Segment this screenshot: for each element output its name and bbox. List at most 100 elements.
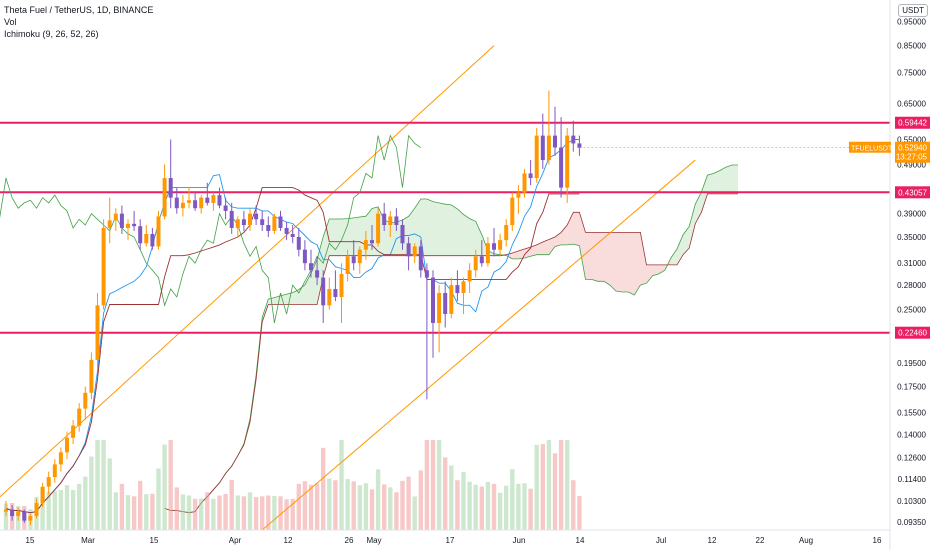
candle-body[interactable] (101, 227, 106, 306)
candle-body[interactable] (485, 243, 490, 264)
candle-body[interactable] (10, 509, 15, 517)
candle-body[interactable] (217, 195, 222, 206)
candle-body[interactable] (156, 216, 161, 247)
candle-body[interactable] (52, 464, 57, 478)
candle-body[interactable] (504, 225, 509, 241)
candle-body[interactable] (498, 240, 503, 250)
candle-body[interactable] (449, 285, 454, 314)
candle-body[interactable] (58, 452, 63, 465)
candle-body[interactable] (376, 213, 381, 244)
candle-body[interactable] (77, 408, 82, 426)
candle-body[interactable] (382, 213, 387, 226)
candle-body[interactable] (16, 511, 21, 517)
candle-body[interactable] (565, 135, 570, 188)
candle-body[interactable] (540, 135, 545, 161)
lower-trend-line[interactable] (261, 159, 696, 531)
candle-body[interactable] (235, 219, 240, 228)
candle-body[interactable] (260, 219, 265, 226)
candle-body[interactable] (119, 213, 124, 228)
candle-body[interactable] (370, 240, 374, 244)
candle-body[interactable] (272, 216, 277, 231)
candle-body[interactable] (553, 135, 557, 148)
upper-trend-line[interactable] (0, 45, 495, 498)
candle-body[interactable] (266, 225, 271, 231)
candle-body[interactable] (284, 227, 289, 234)
candle-body[interactable] (278, 216, 283, 228)
candle-body[interactable] (473, 256, 478, 271)
candle-body[interactable] (229, 210, 234, 228)
candle-body[interactable] (431, 277, 435, 323)
candle-body[interactable] (46, 477, 51, 487)
candle-body[interactable] (144, 233, 149, 244)
candle-body[interactable] (412, 246, 417, 257)
currency-unit-badge[interactable]: USDT (898, 4, 928, 17)
candle-body[interactable] (302, 249, 307, 264)
candle-body[interactable] (126, 223, 130, 228)
candle-body[interactable] (138, 226, 143, 244)
candle-body[interactable] (516, 192, 521, 198)
candle-body[interactable] (467, 270, 472, 282)
candle-body[interactable] (4, 509, 8, 512)
candle-body[interactable] (40, 486, 45, 503)
candle-body[interactable] (577, 143, 582, 148)
candle-body[interactable] (321, 277, 326, 306)
candle-body[interactable] (309, 263, 313, 271)
candle-body[interactable] (248, 213, 252, 226)
candle-body[interactable] (559, 147, 564, 188)
candle-body[interactable] (254, 213, 259, 220)
candle-body[interactable] (95, 305, 100, 360)
candle-body[interactable] (345, 256, 350, 274)
candle-body[interactable] (534, 135, 539, 179)
candle-body[interactable] (424, 270, 429, 278)
candle-body[interactable] (187, 200, 191, 203)
candle-body[interactable] (406, 243, 411, 257)
candle-body[interactable] (71, 425, 76, 438)
candle-body[interactable] (418, 246, 423, 271)
candle-body[interactable] (394, 216, 399, 226)
candle-body[interactable] (241, 219, 246, 226)
candle-body[interactable] (150, 233, 155, 247)
candle-body[interactable] (174, 197, 179, 209)
candle-body[interactable] (546, 135, 551, 161)
candle-body[interactable] (296, 237, 301, 250)
candle-body[interactable] (461, 281, 466, 293)
candle-body[interactable] (107, 220, 112, 228)
candle-body[interactable] (363, 240, 368, 250)
candle-body[interactable] (162, 178, 167, 217)
candle-body[interactable] (65, 437, 69, 453)
candle-body[interactable] (290, 233, 295, 238)
candle-body[interactable] (522, 173, 527, 193)
candle-body[interactable] (388, 216, 393, 226)
candle-body[interactable] (528, 173, 533, 179)
candle-body[interactable] (34, 502, 39, 517)
candle-body[interactable] (339, 273, 344, 298)
candle-body[interactable] (113, 213, 118, 221)
candle-body[interactable] (327, 289, 332, 306)
candle-body[interactable] (193, 200, 198, 209)
candle-body[interactable] (492, 243, 496, 250)
candle-body[interactable] (315, 270, 320, 278)
candle-body[interactable] (571, 135, 576, 144)
candle-body[interactable] (132, 223, 137, 227)
candle-body[interactable] (168, 178, 173, 198)
candle-body[interactable] (199, 197, 204, 209)
candle-body[interactable] (211, 195, 216, 203)
candle-body[interactable] (22, 511, 27, 521)
candle-body[interactable] (455, 285, 460, 293)
candle-body[interactable] (223, 205, 228, 211)
candle-body[interactable] (351, 256, 356, 264)
candle-body[interactable] (89, 359, 94, 393)
candle-body[interactable] (510, 197, 515, 226)
candle-body[interactable] (400, 225, 405, 244)
candle-body[interactable] (479, 256, 484, 264)
candle-body[interactable] (83, 392, 88, 409)
candle-body[interactable] (180, 202, 185, 209)
candle-body[interactable] (443, 292, 448, 314)
candle-body[interactable] (28, 516, 33, 521)
candle-body[interactable] (357, 249, 362, 264)
candle-body[interactable] (333, 289, 338, 298)
candle-body[interactable] (205, 197, 210, 203)
candle-body[interactable] (437, 292, 442, 323)
